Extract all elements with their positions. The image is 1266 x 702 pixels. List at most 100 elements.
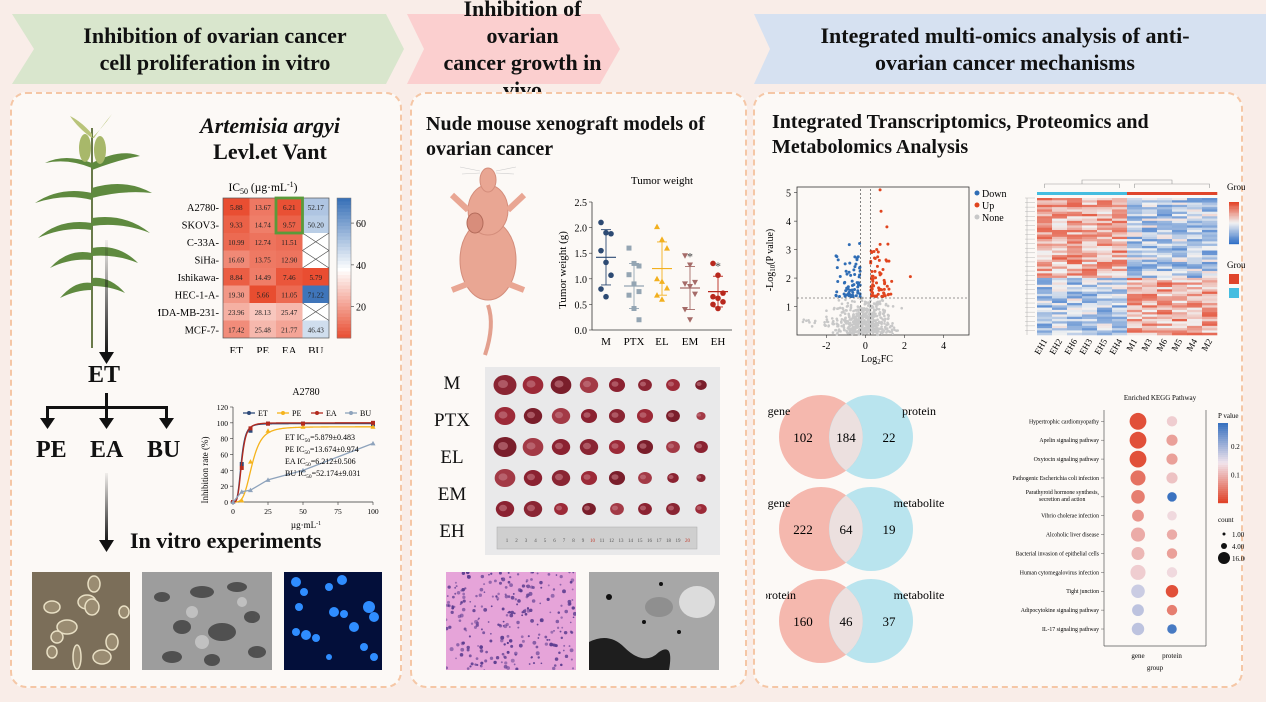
volcano-point-none <box>876 318 879 321</box>
heatmap-cell <box>1142 227 1158 231</box>
heatmap-cell <box>1037 218 1053 222</box>
heatmap-cell <box>1112 323 1128 327</box>
heatmap-cell <box>249 268 276 286</box>
x-tick-label: 0 <box>863 341 868 352</box>
colorbar-title: Group <box>1227 182 1245 192</box>
nucleus-dot <box>547 584 550 587</box>
colorbar-segment <box>1229 202 1239 204</box>
data-point <box>603 259 609 266</box>
tumor-highlight <box>554 380 564 388</box>
tumor-highlight <box>555 473 563 481</box>
heatmap-cell <box>1052 209 1068 212</box>
pvalue-colorbar-segment <box>1218 447 1228 450</box>
volcano-point-none <box>846 320 850 323</box>
pvalue-colorbar-segment <box>1218 477 1228 480</box>
nucleus-dot <box>563 644 566 647</box>
count-legend-label: 1.00 <box>1232 531 1245 539</box>
pvalue-colorbar-segment <box>1218 441 1228 444</box>
heatmap-cell <box>249 198 276 216</box>
heatmap-title: IC50 (µg·mL-1) <box>229 180 298 196</box>
legend-marker <box>974 190 980 196</box>
heatmap-cell <box>1157 207 1173 210</box>
y-tick-label: 1.0 <box>575 275 588 286</box>
heatmap-cell <box>1187 312 1203 315</box>
nucleus-dot <box>468 635 471 638</box>
nucleus-dot <box>506 666 511 670</box>
extraction-flow-arrows <box>40 240 174 552</box>
heatmap-cell <box>1067 284 1083 288</box>
heatmap-cell <box>1202 227 1218 231</box>
nucleus-dot <box>526 584 531 589</box>
colorbar-segment <box>1229 209 1239 211</box>
tumor-highlight <box>498 380 508 388</box>
nucleus-dot <box>507 580 511 584</box>
heatmap-cell <box>1142 271 1158 274</box>
heatmap-cell <box>1052 293 1068 297</box>
heatmap-cell <box>1127 236 1143 240</box>
heatmap-cell <box>1052 248 1068 251</box>
heatmap-cell <box>1172 307 1188 311</box>
column-group-bar <box>1082 192 1098 195</box>
heatmap-row-label: SKOV3- <box>182 220 220 231</box>
kegg-bubble-protein <box>1167 624 1177 634</box>
heatmap-cell <box>1127 305 1143 308</box>
heatmap-cell <box>1082 252 1098 256</box>
heatmap-cell <box>1157 298 1173 302</box>
tumor-highlight <box>640 381 646 387</box>
volcano-point-down <box>856 285 860 289</box>
heatmap-cell <box>1052 298 1068 302</box>
nucleus-dot <box>514 598 518 601</box>
heatmap-cell <box>1097 266 1113 270</box>
volcano-point-none <box>881 327 884 331</box>
data-point <box>636 317 642 323</box>
heatmap-cell <box>1157 266 1173 270</box>
group-legend-title: Group <box>1227 260 1245 270</box>
volcano-point-none <box>874 308 878 312</box>
nucleus-dot <box>502 620 505 623</box>
nucleus-dot <box>536 623 539 626</box>
nucleus-dot <box>536 572 539 575</box>
tumor-highlight <box>611 474 619 480</box>
heatmap-cell <box>1082 303 1098 306</box>
x-tick-label: EH <box>711 336 726 348</box>
heatmap-cell <box>1097 309 1113 313</box>
nucleus-dot <box>509 575 512 579</box>
heatmap-cell-value: 28.13 <box>255 309 272 317</box>
heatmap-cell <box>1172 305 1188 308</box>
nucleus-dot <box>490 605 493 608</box>
volcano-point-none <box>861 324 864 328</box>
ruler-number: 11 <box>600 539 605 544</box>
heatmap-cell <box>1142 243 1158 247</box>
heatmap-cell <box>1112 250 1128 254</box>
colorbar-segment <box>337 212 351 216</box>
heatmap-cell <box>1127 330 1143 334</box>
volcano-point-up <box>885 259 889 263</box>
nucleus-dot <box>554 657 559 661</box>
volcano-point-up <box>880 294 884 298</box>
pvalue-colorbar-segment <box>1218 435 1228 438</box>
nucleus-dot <box>501 607 505 611</box>
heatmap-cell <box>1037 209 1053 212</box>
heatmap-cell <box>1202 211 1218 215</box>
heatmap-cell <box>1187 236 1203 240</box>
arrow-shaft <box>105 473 108 543</box>
heatmap-cell <box>1112 273 1128 276</box>
volcano-point-down <box>850 288 854 292</box>
column-group-bar <box>1157 192 1173 195</box>
heatmap-cell <box>1082 213 1098 217</box>
heatmap-cell <box>1082 275 1098 279</box>
volcano-point-none <box>864 329 868 333</box>
volcano-point-none <box>813 319 817 323</box>
nucleus-dot <box>525 580 528 583</box>
nucleus-dot <box>515 667 519 670</box>
volcano-point-none <box>884 327 888 331</box>
branch-line <box>46 406 168 409</box>
heatmap-cell <box>1067 259 1083 263</box>
volcano-point-up <box>870 290 874 294</box>
pvalue-colorbar-segment <box>1218 481 1228 484</box>
y-tick-label: 2.5 <box>575 198 588 209</box>
volcano-point-down <box>838 275 842 279</box>
heatmap-cell <box>1202 266 1218 270</box>
heatmap-cell <box>1142 223 1158 226</box>
heatmap-cell <box>1142 330 1158 334</box>
